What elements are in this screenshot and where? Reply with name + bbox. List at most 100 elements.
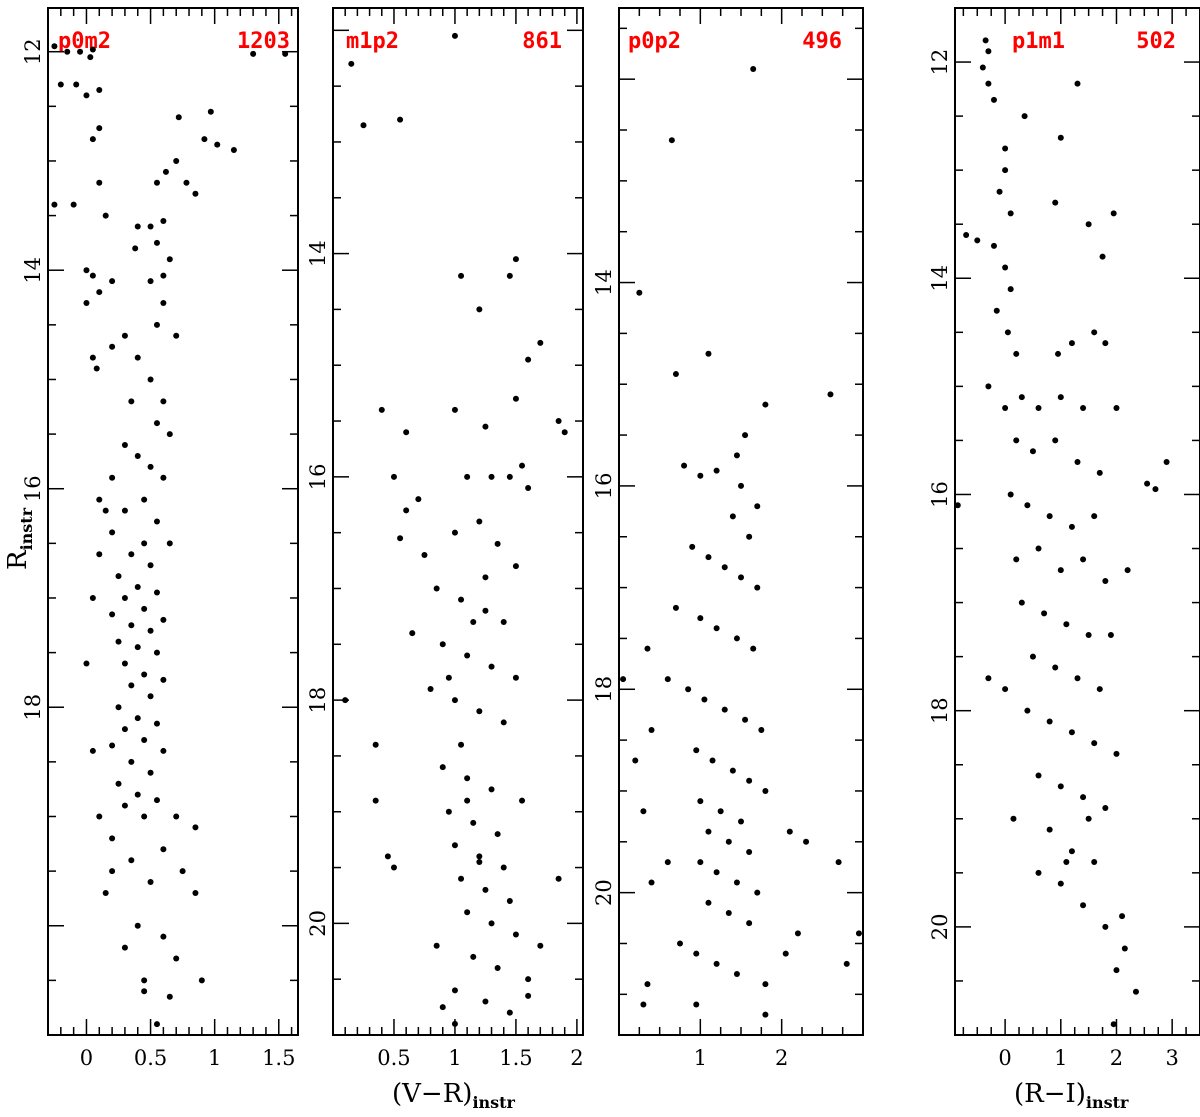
star-point [488, 786, 495, 793]
y-tick-label: 18 [306, 687, 330, 714]
star-point [128, 758, 135, 765]
star-point [1035, 772, 1042, 779]
star-point [153, 321, 160, 328]
star-point [506, 473, 513, 480]
star-point [733, 452, 740, 459]
star-point [96, 86, 103, 93]
panel-frame [618, 7, 864, 1036]
panel-frame [47, 7, 299, 1036]
star-point [464, 797, 471, 804]
star-point [782, 950, 789, 957]
star-point [1102, 923, 1109, 930]
star-point [476, 518, 483, 525]
star-point [482, 423, 489, 430]
star-point [173, 813, 180, 820]
star-point [230, 147, 237, 154]
x-tick-label: 1 [208, 1046, 221, 1070]
star-point [636, 289, 643, 296]
star-point [470, 953, 477, 960]
star-point [519, 462, 526, 469]
star-point [1080, 902, 1087, 909]
star-point [954, 502, 961, 509]
star-point [693, 747, 700, 754]
star-point [134, 452, 141, 459]
star-point [482, 886, 489, 893]
x-tick-label: 2 [775, 1046, 788, 1070]
star-point [689, 543, 696, 550]
star-point [1052, 664, 1059, 671]
star-point [525, 485, 532, 492]
panel-p0p2: p0p2 496 14 16 18 20 1 2 [592, 7, 864, 1070]
star-point [141, 988, 148, 995]
star-point [1132, 988, 1139, 995]
star-point [173, 157, 180, 164]
star-point [115, 704, 122, 711]
star-point [214, 141, 221, 148]
star-point [985, 383, 992, 390]
star-point [390, 864, 397, 871]
star-point [102, 889, 109, 896]
star-point [141, 540, 148, 547]
star-point [705, 350, 712, 357]
star-point [1102, 804, 1109, 811]
x-tick-label: 2 [1110, 1046, 1123, 1070]
star-point [73, 81, 80, 88]
panel-ticks: 14 16 18 20 0.5 1 1.5 2 [306, 8, 584, 1070]
star-point [451, 987, 458, 994]
star-point [121, 442, 128, 449]
panel-points [342, 32, 568, 1027]
star-point [141, 737, 148, 744]
star-point [1018, 394, 1025, 401]
y-axis-title-main: R [3, 549, 33, 570]
star-point [693, 950, 700, 957]
star-point [134, 223, 141, 230]
star-point [1052, 199, 1059, 206]
star-point [198, 977, 205, 984]
star-point [697, 798, 704, 805]
star-point [974, 237, 981, 244]
star-point [717, 808, 724, 815]
star-point [83, 299, 90, 306]
star-point [93, 365, 100, 372]
star-point [1018, 599, 1025, 606]
star-point [537, 942, 544, 949]
star-point [451, 406, 458, 413]
star-point [990, 96, 997, 103]
star-point [1102, 577, 1109, 584]
y-tick-label: 12 [21, 38, 45, 65]
x-tick-label: 1 [448, 1046, 461, 1070]
star-point [979, 64, 986, 71]
star-point [96, 125, 103, 132]
star-point [87, 54, 94, 61]
star-point [1057, 134, 1064, 141]
star-point [160, 299, 167, 306]
star-point [132, 245, 139, 252]
star-point [1074, 675, 1081, 682]
star-point [482, 607, 489, 614]
star-point [742, 716, 749, 723]
star-point [762, 787, 769, 794]
star-point [89, 747, 96, 754]
star-point [1035, 545, 1042, 552]
star-point [525, 356, 532, 363]
star-point [648, 879, 655, 886]
star-point [250, 50, 257, 57]
star-point [128, 682, 135, 689]
star-point [192, 190, 199, 197]
panel-ticks: 14 16 18 20 1 2 [592, 8, 864, 1070]
star-point [1013, 437, 1020, 444]
star-point [512, 395, 519, 402]
star-point [1057, 783, 1064, 790]
star-point [1068, 729, 1075, 736]
star-point [153, 179, 160, 186]
star-point [51, 43, 58, 50]
panel-count-label: 502 [1136, 29, 1176, 54]
star-point [1024, 502, 1031, 509]
star-point [561, 429, 568, 436]
x-tick-label: 1 [1054, 1046, 1067, 1070]
star-point [134, 791, 141, 798]
star-point [1055, 350, 1062, 357]
